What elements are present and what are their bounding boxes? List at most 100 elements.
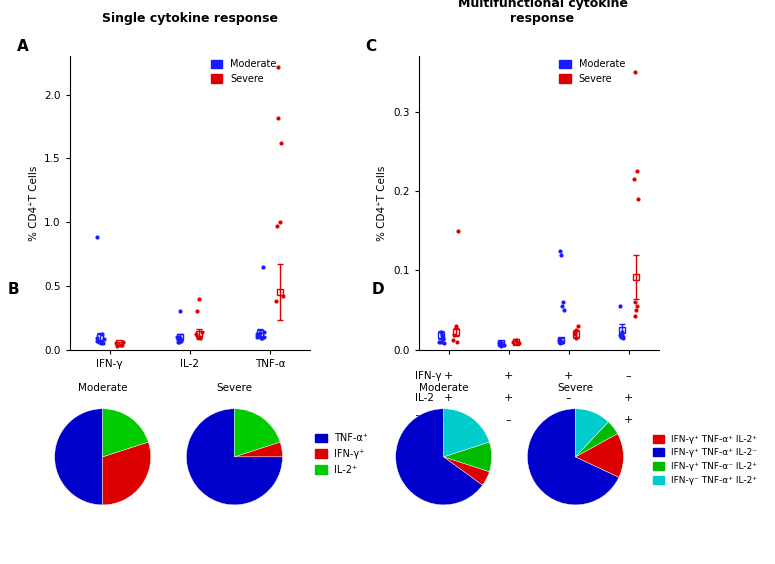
Point: [194, 334, 206, 343]
Text: +: +: [444, 393, 453, 403]
Point: [435, 337, 447, 346]
Point: [98, 335, 110, 344]
Point: [272, 113, 284, 122]
Point: [274, 139, 287, 148]
Point: [631, 167, 643, 176]
Point: [258, 327, 270, 336]
Point: [435, 328, 447, 337]
Wedge shape: [102, 442, 150, 505]
Text: +: +: [444, 371, 453, 381]
Text: IFN-γ: IFN-γ: [415, 371, 442, 381]
Text: C: C: [366, 38, 377, 54]
Point: [570, 333, 582, 342]
Point: [615, 329, 628, 338]
Text: Single cytokine response: Single cytokine response: [102, 12, 278, 25]
Legend: Moderate, Severe: Moderate, Severe: [556, 55, 629, 88]
Point: [432, 337, 445, 346]
Point: [91, 336, 103, 345]
Point: [258, 332, 270, 341]
Legend: TNF-α⁺, IFN-γ⁺, IL-2⁺: TNF-α⁺, IFN-γ⁺, IL-2⁺: [311, 429, 372, 479]
Point: [115, 340, 127, 349]
Point: [116, 340, 129, 349]
Legend: IFN-γ⁺ TNF-α⁺ IL-2⁺, IFN-γ⁺ TNF-α⁺ IL-2⁻, IFN-γ⁺ TNF-α⁻ IL-2⁺, IFN-γ⁻ TNF-α⁺ IL-: IFN-γ⁺ TNF-α⁺ IL-2⁺, IFN-γ⁺ TNF-α⁺ IL-2⁻…: [649, 431, 760, 488]
Point: [172, 335, 184, 344]
Point: [629, 298, 642, 307]
Text: A: A: [17, 38, 29, 54]
Point: [174, 307, 186, 316]
Text: +: +: [504, 371, 513, 381]
Point: [615, 331, 627, 340]
Wedge shape: [187, 409, 282, 505]
Point: [556, 298, 569, 307]
Point: [449, 321, 462, 331]
Point: [555, 250, 567, 259]
Point: [111, 341, 123, 350]
Point: [556, 337, 568, 346]
Title: Severe: Severe: [216, 383, 253, 393]
Point: [193, 294, 205, 303]
Point: [553, 336, 566, 345]
Text: IL-2: IL-2: [415, 393, 435, 403]
Point: [629, 306, 642, 315]
Text: TNF-α: TNF-α: [415, 415, 446, 425]
Wedge shape: [102, 409, 148, 457]
Wedge shape: [575, 434, 623, 477]
Point: [257, 262, 269, 271]
Wedge shape: [443, 457, 489, 485]
Point: [632, 195, 645, 204]
Point: [448, 331, 460, 340]
Wedge shape: [575, 422, 618, 457]
Point: [569, 328, 581, 337]
Point: [250, 330, 263, 339]
Point: [274, 218, 286, 227]
Point: [616, 331, 629, 340]
Point: [570, 325, 582, 334]
Title: Moderate: Moderate: [419, 383, 468, 393]
Point: [195, 327, 208, 336]
Text: D: D: [372, 282, 384, 297]
Point: [96, 330, 108, 339]
Point: [436, 331, 448, 340]
Point: [628, 175, 640, 184]
Point: [616, 328, 629, 337]
Text: +: +: [504, 393, 513, 403]
Legend: Moderate, Severe: Moderate, Severe: [207, 55, 281, 88]
Point: [91, 233, 104, 242]
Point: [270, 222, 283, 231]
Point: [512, 338, 525, 347]
Text: –: –: [566, 393, 571, 403]
Text: +: +: [444, 415, 453, 425]
Text: –: –: [506, 415, 512, 425]
Wedge shape: [234, 442, 282, 457]
Point: [95, 339, 107, 348]
Point: [174, 334, 187, 343]
Point: [437, 333, 450, 342]
Point: [194, 332, 206, 341]
Wedge shape: [396, 409, 483, 505]
Point: [171, 332, 184, 341]
Point: [97, 339, 109, 348]
Point: [253, 329, 266, 338]
Y-axis label: % CD4⁺T Cells: % CD4⁺T Cells: [377, 165, 388, 241]
Text: B: B: [8, 282, 19, 297]
Point: [171, 337, 184, 346]
Point: [494, 340, 506, 349]
Point: [510, 336, 522, 345]
Point: [93, 337, 105, 346]
Wedge shape: [575, 409, 608, 457]
Wedge shape: [443, 442, 492, 472]
Point: [451, 226, 463, 235]
Point: [569, 329, 581, 338]
Point: [117, 337, 129, 346]
Point: [436, 335, 449, 344]
Point: [617, 333, 629, 342]
Wedge shape: [528, 409, 619, 505]
Text: +: +: [564, 415, 573, 425]
Text: Multifunctional cytokine
response: Multifunctional cytokine response: [457, 0, 628, 25]
Point: [629, 68, 642, 77]
Point: [498, 341, 510, 350]
Point: [614, 302, 626, 311]
Point: [494, 341, 507, 350]
Wedge shape: [234, 409, 280, 457]
Text: –: –: [626, 371, 632, 381]
